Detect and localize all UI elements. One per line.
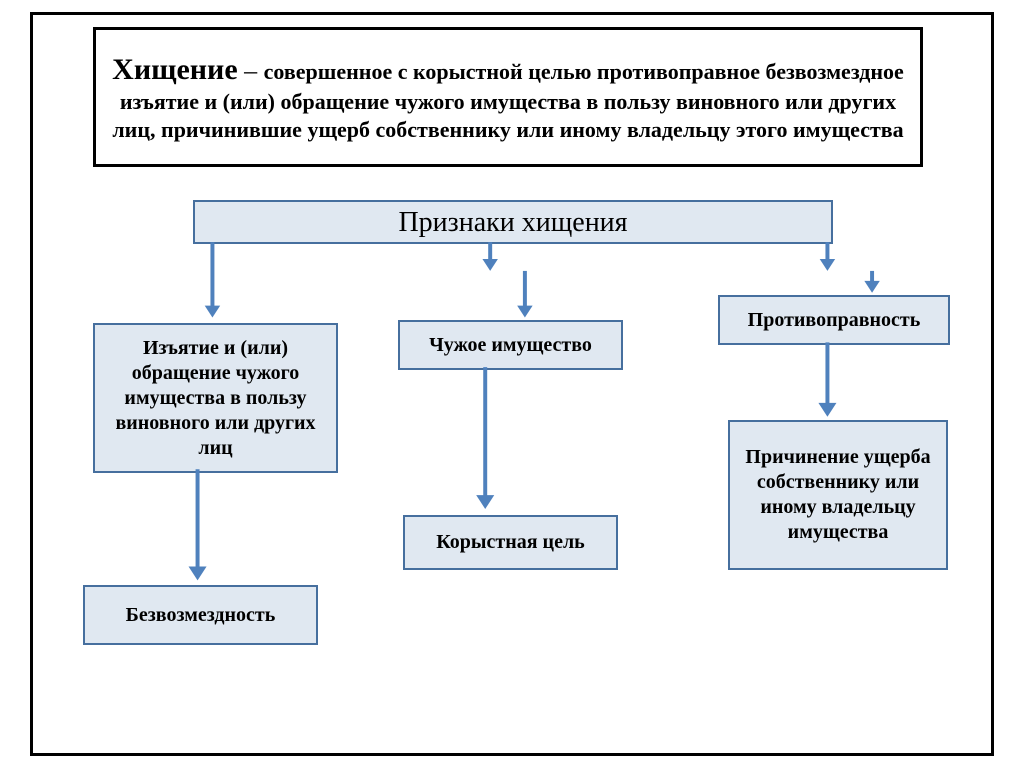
node-gratuitous-label: Безвозмездность <box>126 603 276 628</box>
signs-header: Признаки хищения <box>193 200 833 244</box>
node-seizure: Изъятие и (или) обращение чужого имущест… <box>93 323 338 473</box>
definition-box: Хищение – совершенное с корыстной целью … <box>93 27 923 167</box>
node-others-property: Чужое имущество <box>398 320 623 370</box>
definition-dash: – <box>238 56 264 85</box>
node-mercenary-label: Корыстная цель <box>436 530 585 555</box>
node-damage: Причинение ущерба собственнику или иному… <box>728 420 948 570</box>
node-gratuitous: Безвозмездность <box>83 585 318 645</box>
node-unlawfulness: Противоправность <box>718 295 950 345</box>
signs-header-label: Признаки хищения <box>398 205 627 240</box>
definition-text: Хищение – совершенное с корыстной целью … <box>106 51 910 144</box>
node-seizure-label: Изъятие и (или) обращение чужого имущест… <box>105 336 326 461</box>
node-others-property-label: Чужое имущество <box>429 333 592 358</box>
definition-term: Хищение <box>112 53 237 86</box>
outer-frame: Хищение – совершенное с корыстной целью … <box>30 12 994 756</box>
node-mercenary: Корыстная цель <box>403 515 618 570</box>
node-damage-label: Причинение ущерба собственнику или иному… <box>740 445 936 545</box>
node-unlawfulness-label: Противоправность <box>748 308 921 333</box>
